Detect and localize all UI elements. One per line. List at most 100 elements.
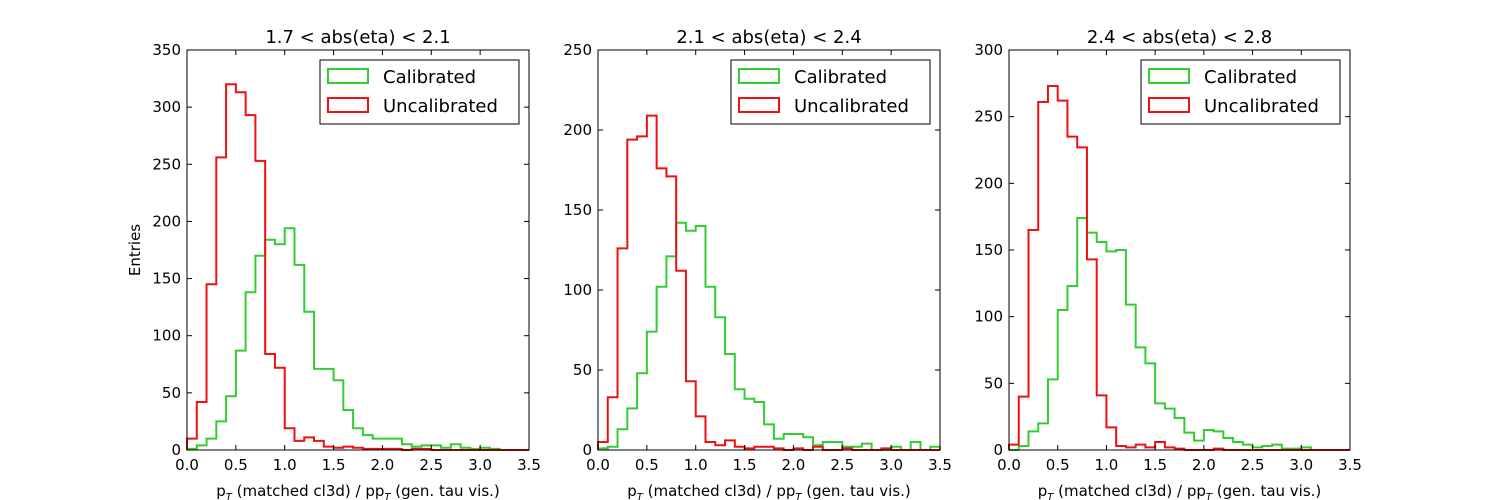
x-tick-label: 2.5	[419, 456, 443, 474]
series-line-uncalibrated	[1008, 85, 1350, 451]
x-tick-label: 3.5	[1338, 456, 1362, 474]
x-axis-label-part: p	[216, 482, 226, 500]
x-axis-label-part: (matched cl3d) / p	[643, 482, 786, 500]
x-tick-label: 0.0	[997, 456, 1021, 474]
x-tick-label: 2.0	[1192, 456, 1216, 474]
x-axis-label-part: p	[1196, 482, 1206, 500]
y-tick-label: 250	[152, 155, 181, 173]
x-axis-label: pT (matched cl3d) / ppT (gen. tau vis.)	[1038, 482, 1322, 500]
legend-swatch-calibrated	[1148, 68, 1190, 84]
x-axis-label-subscript: T	[1047, 492, 1054, 500]
y-tick-label: 0	[993, 441, 1003, 459]
series-line-calibrated	[186, 227, 529, 451]
x-axis-label-subscript: T	[384, 492, 391, 500]
x-axis-label-part: (gen. tau vis.)	[1212, 482, 1321, 500]
y-tick-label: 200	[563, 121, 592, 139]
x-axis-label-part: p	[375, 482, 385, 500]
y-tick-label: 50	[162, 384, 181, 402]
y-tick-label: 0	[582, 441, 592, 459]
x-tick-label: 1.5	[322, 456, 346, 474]
x-tick-label: 2.0	[781, 456, 805, 474]
legend-box	[319, 59, 520, 125]
series-line-uncalibrated	[186, 83, 529, 451]
legend-swatch-calibrated	[327, 68, 369, 84]
y-tick-label: 0	[171, 441, 181, 459]
y-tick-label: 150	[563, 201, 592, 219]
y-tick-label: 300	[974, 41, 1003, 59]
chart-panel-1: 0.0 0.5 1.0 1.5 2.0 2.5 3.0 3.5 0 50 100 150 200 250 3…	[152, 27, 541, 500]
plot-frame	[597, 49, 941, 451]
legend-label-calibrated: Calibrated	[1204, 67, 1297, 88]
x-axis-label-part: (matched cl3d) / p	[1053, 482, 1196, 500]
x-tick-label: 3.0	[879, 456, 903, 474]
x-tick-label: 2.5	[1241, 456, 1265, 474]
x-tick-label: 1.0	[1094, 456, 1118, 474]
x-axis-label-subscript: T	[226, 492, 233, 500]
legend: Calibrated Uncalibrated	[319, 59, 520, 125]
chart-panel-2: 0.0 0.5 1.0 1.5 2.0 2.5 3.0 3.5 0 50 100 150 200 250 2…	[563, 27, 952, 500]
x-axis-label-part: p	[1038, 482, 1048, 500]
chart-title: 1.7 < abs(eta) < 2.1	[265, 27, 450, 48]
plot-frame	[186, 49, 530, 451]
y-tick-label: 300	[152, 98, 181, 116]
y-tick-label: 150	[152, 270, 181, 288]
x-tick-label: 3.0	[1289, 456, 1313, 474]
x-tick-label: 1.0	[684, 456, 708, 474]
legend-label-uncalibrated: Uncalibrated	[794, 96, 909, 117]
x-axis-label-part: p	[627, 482, 637, 500]
chart-title: 2.1 < abs(eta) < 2.4	[676, 27, 861, 48]
y-tick-label: 350	[152, 41, 181, 59]
x-tick-label: 3.0	[468, 456, 492, 474]
series-line-uncalibrated	[597, 114, 940, 451]
x-tick-label: 1.5	[733, 456, 757, 474]
y-tick-label: 100	[563, 281, 592, 299]
y-tick-label: 100	[974, 308, 1003, 326]
x-axis-label-subscript: T	[637, 492, 644, 500]
y-tick-label: 200	[974, 174, 1003, 192]
x-tick-label: 1.0	[273, 456, 297, 474]
legend-swatch-uncalibrated	[327, 97, 369, 113]
chart-panel-3: 0.0 0.5 1.0 1.5 2.0 2.5 3.0 3.5 0 50 100 150 200 250 3…	[974, 27, 1362, 500]
x-axis-label-subscript: T	[1206, 492, 1213, 500]
y-tick-label: 100	[152, 327, 181, 345]
y-tick-label: 200	[152, 212, 181, 230]
x-tick-label: 1.5	[1143, 456, 1167, 474]
x-axis-label: pT (matched cl3d) / ppT (gen. tau vis.)	[216, 482, 500, 500]
x-axis-label-part: (gen. tau vis.)	[802, 482, 911, 500]
x-tick-label: 2.0	[370, 456, 394, 474]
x-tick-label: 0.5	[1046, 456, 1070, 474]
legend-swatch-uncalibrated	[1148, 97, 1190, 113]
legend-swatch-uncalibrated	[738, 97, 780, 113]
y-axis-label: Entries	[126, 224, 144, 276]
legend-box	[730, 59, 931, 125]
legend-label-calibrated: Calibrated	[794, 67, 887, 88]
x-tick-label: 0.5	[635, 456, 659, 474]
chart-title: 2.4 < abs(eta) < 2.8	[1087, 27, 1272, 48]
legend-label-calibrated: Calibrated	[383, 67, 476, 88]
x-axis-label: pT (matched cl3d) / ppT (gen. tau vis.)	[627, 482, 911, 500]
series-line-calibrated	[1009, 217, 1350, 451]
x-tick-label: 3.5	[928, 456, 952, 474]
x-axis-label-subscript: T	[795, 492, 802, 500]
x-tick-label: 2.5	[830, 456, 854, 474]
x-tick-label: 0.0	[586, 456, 610, 474]
y-tick-label: 50	[984, 374, 1003, 392]
x-tick-label: 3.5	[517, 456, 541, 474]
y-tick-label: 50	[573, 361, 592, 379]
y-tick-label: 250	[974, 108, 1003, 126]
y-tick-label: 150	[974, 241, 1003, 259]
x-axis-label-part: (gen. tau vis.)	[391, 482, 500, 500]
legend-swatch-calibrated	[738, 68, 780, 84]
legend: Calibrated Uncalibrated	[730, 59, 931, 125]
legend-label-uncalibrated: Uncalibrated	[383, 96, 498, 117]
legend: Calibrated Uncalibrated	[1140, 59, 1341, 125]
legend-box	[1140, 59, 1341, 125]
series-line-calibrated	[597, 221, 941, 451]
y-tick-label: 250	[563, 41, 592, 59]
legend-label-uncalibrated: Uncalibrated	[1204, 96, 1319, 117]
x-tick-label: 0.5	[224, 456, 248, 474]
x-axis-label-part: (matched cl3d) / p	[232, 482, 375, 500]
x-tick-label: 0.0	[175, 456, 199, 474]
x-axis-label-part: p	[786, 482, 796, 500]
